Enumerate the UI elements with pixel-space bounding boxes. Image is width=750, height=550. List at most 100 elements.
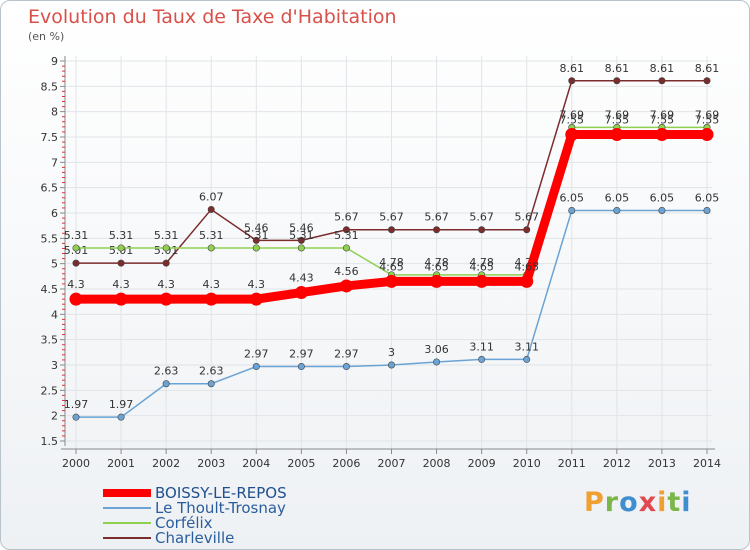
data-label-boissy-le-repos: 4.65	[424, 260, 449, 273]
logo-letter: i	[681, 487, 692, 518]
data-point-le-thoult-trosnay	[523, 355, 531, 363]
data-point-boissy-le-repos	[610, 127, 624, 141]
data-label-charleville: 8.61	[650, 62, 675, 75]
data-label-charleville: 5.46	[244, 221, 269, 234]
logo-letter: P	[584, 487, 605, 518]
data-label-charleville: 5.67	[379, 211, 404, 224]
data-point-le-thoult-trosnay	[117, 413, 125, 421]
data-label-charleville: 6.07	[199, 190, 224, 203]
data-point-corf-lix	[72, 244, 80, 252]
data-point-corf-lix	[207, 244, 215, 252]
data-label-corf-lix: 7.69	[695, 108, 720, 121]
data-label-corf-lix: 5.31	[334, 229, 359, 242]
data-label-charleville: 5.67	[424, 211, 449, 224]
data-label-charleville: 8.61	[605, 62, 630, 75]
data-label-le-thoult-trosnay: 3	[388, 346, 395, 359]
data-label-corf-lix: 7.69	[605, 108, 630, 121]
data-point-le-thoult-trosnay	[613, 206, 621, 214]
data-point-charleville	[162, 259, 170, 267]
data-label-corf-lix: 4.78	[424, 256, 449, 269]
y-tick-label: 5.5	[41, 232, 59, 245]
x-tick-label: 2012	[603, 457, 631, 470]
logo-letter: t	[667, 487, 682, 518]
logo-letter: i	[657, 487, 668, 518]
legend-label-charleville: Charleville	[155, 529, 235, 547]
legend-label-thoult: Le Thoult-Trosnay	[155, 499, 286, 517]
data-label-le-thoult-trosnay: 6.05	[605, 191, 630, 204]
data-point-boissy-le-repos	[565, 127, 579, 141]
proxiti-logo: Proxiti	[584, 487, 692, 518]
y-tick-label: 2	[51, 410, 58, 423]
x-tick-label: 2009	[468, 457, 496, 470]
logo-letter: x	[638, 487, 658, 518]
legend-swatch-corfelix	[103, 522, 151, 524]
data-point-le-thoult-trosnay	[658, 206, 666, 214]
data-label-charleville: 5.67	[469, 211, 494, 224]
data-label-charleville: 5.46	[289, 221, 314, 234]
data-point-charleville	[72, 259, 80, 267]
x-tick-label: 2002	[152, 457, 180, 470]
x-tick-label: 2007	[378, 457, 406, 470]
x-tick-label: 2005	[287, 457, 315, 470]
data-point-le-thoult-trosnay	[72, 413, 80, 421]
data-point-boissy-le-repos	[249, 292, 263, 306]
data-point-charleville	[658, 77, 666, 85]
data-label-charleville: 5.67	[334, 211, 359, 224]
data-label-charleville: 8.61	[560, 62, 585, 75]
legend-swatch-charleville	[103, 537, 151, 539]
data-label-boissy-le-repos: 4.3	[67, 278, 85, 291]
data-label-boissy-le-repos: 4.65	[514, 260, 539, 273]
data-label-le-thoult-trosnay: 6.05	[560, 191, 585, 204]
data-label-le-thoult-trosnay: 2.97	[334, 348, 359, 361]
y-tick-label: 4.5	[41, 283, 59, 296]
data-point-corf-lix	[342, 244, 350, 252]
data-point-boissy-le-repos	[655, 127, 669, 141]
data-point-le-thoult-trosnay	[297, 363, 305, 371]
data-label-le-thoult-trosnay: 6.05	[650, 191, 675, 204]
y-tick-label: 1.5	[41, 435, 59, 448]
data-point-boissy-le-repos	[159, 292, 173, 306]
data-label-boissy-le-repos: 4.43	[289, 272, 314, 285]
data-label-le-thoult-trosnay: 1.97	[64, 398, 89, 411]
x-tick-label: 2008	[423, 457, 451, 470]
data-label-boissy-le-repos: 4.65	[379, 260, 404, 273]
y-tick-label: 4	[51, 308, 58, 321]
data-point-charleville	[117, 259, 125, 267]
legend-label-corfelix: Corfélix	[155, 514, 213, 532]
data-label-corf-lix: 5.31	[289, 229, 314, 242]
legend-swatch-boissy	[103, 489, 151, 497]
data-point-charleville	[433, 226, 441, 234]
legend-swatch-thoult	[103, 507, 151, 509]
data-point-le-thoult-trosnay	[387, 361, 395, 369]
data-label-le-thoult-trosnay: 2.63	[154, 365, 179, 378]
x-tick-label: 2000	[62, 457, 90, 470]
data-point-charleville	[252, 236, 260, 244]
data-label-le-thoult-trosnay: 3.11	[514, 340, 539, 353]
data-point-corf-lix	[297, 244, 305, 252]
data-point-corf-lix	[252, 244, 260, 252]
data-label-boissy-le-repos: 4.65	[469, 260, 494, 273]
data-label-corf-lix: 5.31	[109, 229, 134, 242]
x-tick-label: 2013	[648, 457, 676, 470]
data-point-charleville	[297, 236, 305, 244]
legend-item-boissy: BOISSY-LE-REPOS	[103, 484, 403, 502]
data-label-le-thoult-trosnay: 2.63	[199, 365, 224, 378]
data-point-corf-lix	[117, 244, 125, 252]
data-label-le-thoult-trosnay: 1.97	[109, 398, 134, 411]
data-point-le-thoult-trosnay	[568, 206, 576, 214]
data-label-corf-lix: 5.31	[154, 229, 179, 242]
data-point-boissy-le-repos	[700, 127, 714, 141]
data-label-le-thoult-trosnay: 6.05	[695, 191, 720, 204]
y-tick-label: 3	[51, 359, 58, 372]
data-label-le-thoult-trosnay: 2.97	[244, 348, 269, 361]
y-tick-label: 7	[51, 156, 58, 169]
y-tick-label: 6.5	[41, 182, 59, 195]
data-label-boissy-le-repos: 7.55	[605, 113, 630, 126]
y-tick-label: 9	[51, 55, 58, 68]
data-point-boissy-le-repos	[114, 292, 128, 306]
data-label-le-thoult-trosnay: 2.97	[289, 348, 314, 361]
x-tick-label: 2003	[197, 457, 225, 470]
legend-item-thoult: Le Thoult-Trosnay	[103, 499, 403, 517]
